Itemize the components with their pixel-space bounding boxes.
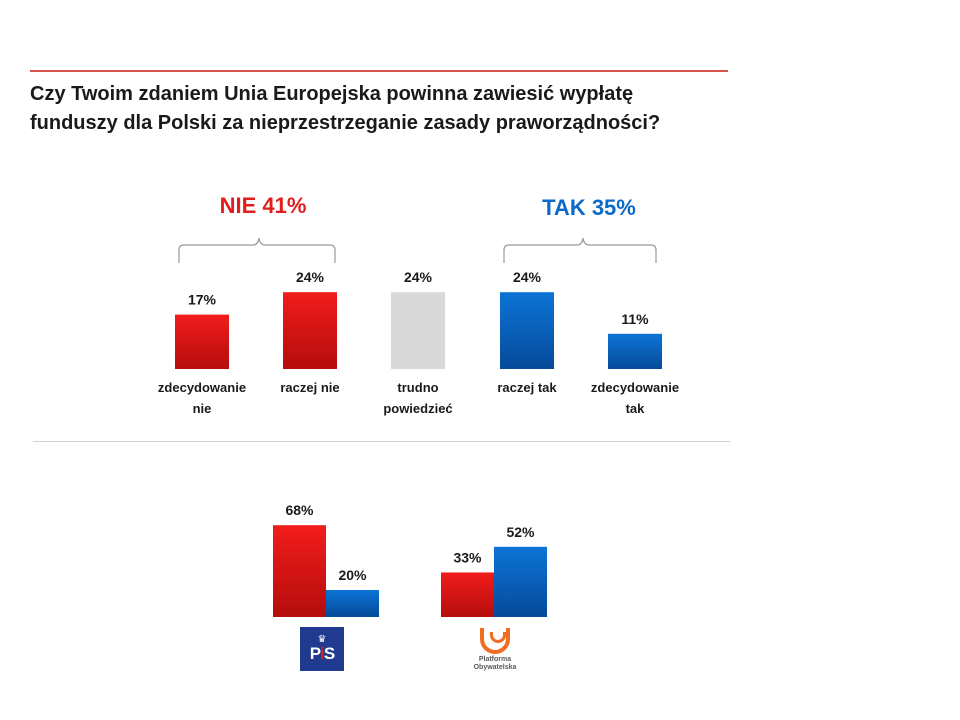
main-value-label-2: 24% — [296, 269, 325, 285]
party-value-label-2-nie: 33% — [453, 549, 482, 565]
top-divider — [30, 70, 728, 72]
main-category-label-5-line-1: zdecydowanie — [591, 380, 679, 395]
party-chart: 68% 33% 20% 52% — [273, 502, 547, 617]
pis-logo-p: P — [309, 644, 321, 663]
main-category-label-1-line-1: zdecydowanie — [158, 380, 246, 395]
group-label-tak: TAK 35% — [542, 195, 636, 220]
main-bar-5 — [608, 333, 662, 369]
group-label-nie: NIE 41% — [219, 193, 307, 218]
main-category-label-2-line-1: raczej nie — [280, 380, 339, 395]
po-logo: Platforma Obywatelska — [470, 628, 520, 680]
question-line-1: Czy Twoim zdaniem Unia Europejska powinn… — [30, 83, 634, 105]
brace-tak — [503, 237, 657, 263]
po-heart-icon — [480, 628, 510, 654]
main-bar-4 — [500, 292, 554, 369]
party-value-label-1-nie: 68% — [285, 502, 314, 518]
eagle-icon: ♛ — [317, 634, 327, 645]
pis-logo: ♛ PiS — [300, 627, 344, 671]
pis-logo-s: S — [323, 644, 335, 663]
main-value-label-5: 11% — [621, 311, 649, 327]
main-category-label-3-line-1: trudno — [397, 380, 438, 395]
party-bar-2-tak — [494, 546, 547, 617]
po-logo-line-1: Platforma — [478, 656, 512, 663]
section-divider — [33, 441, 730, 442]
question-title: Czy Twoim zdaniem Unia Europejska powinn… — [30, 80, 730, 138]
party-bar-1-tak — [326, 590, 379, 617]
brace-nie — [178, 237, 336, 263]
main-category-label-5-line-2: tak — [626, 401, 646, 416]
main-value-label-1: 17% — [188, 292, 217, 308]
main-value-label-4: 24% — [513, 269, 542, 285]
party-value-label-1-tak: 20% — [338, 567, 367, 583]
po-logo-line-2: Obywatelska — [473, 664, 517, 671]
party-bar-1-nie — [273, 525, 326, 617]
main-category-label-4-line-1: raczej tak — [497, 380, 557, 395]
main-chart: 17% zdecydowanie nie 24% raczej nie 24% trudno… — [158, 269, 679, 416]
question-line-2: funduszy dla Polski za nieprzestrzeganie… — [30, 112, 661, 134]
party-bar-2-nie — [441, 572, 494, 617]
main-category-label-3-line-2: powiedzieć — [383, 401, 452, 416]
main-value-label-3: 24% — [404, 269, 433, 285]
party-value-label-2-tak: 52% — [506, 524, 535, 540]
main-category-label-1-line-2: nie — [193, 401, 212, 416]
main-bar-1 — [175, 314, 229, 369]
main-bar-2 — [283, 292, 337, 369]
pis-logo-i: i — [320, 644, 325, 663]
main-bar-3 — [391, 292, 445, 369]
